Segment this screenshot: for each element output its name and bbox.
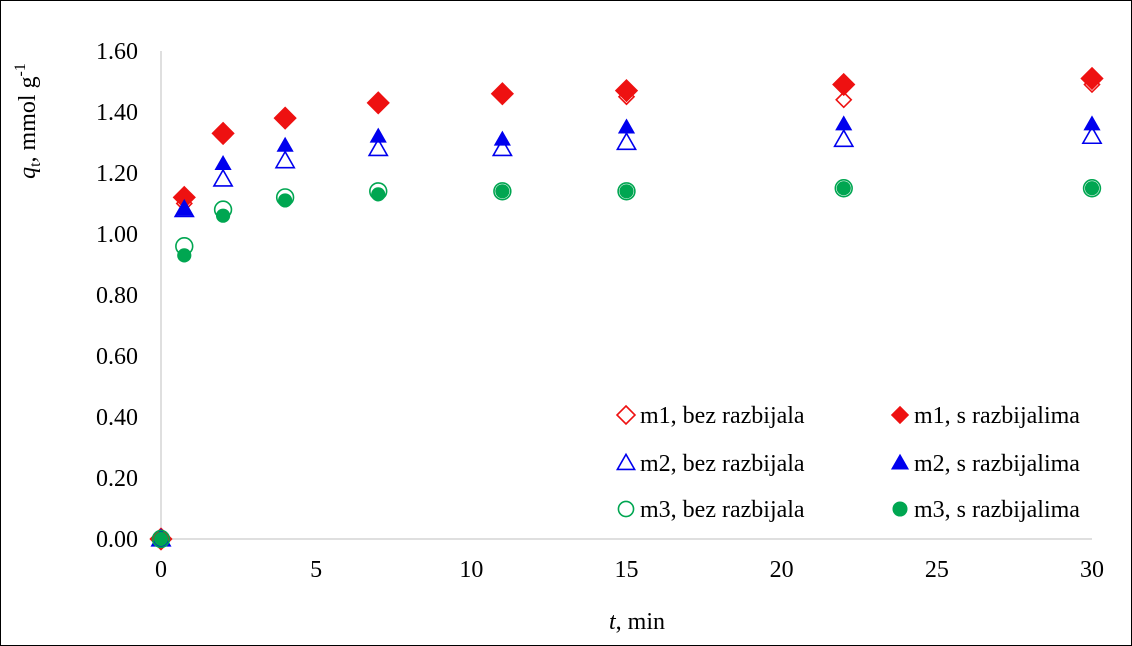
x-tick-label: 0 bbox=[155, 557, 167, 583]
data-point bbox=[617, 182, 636, 201]
data-point bbox=[276, 136, 294, 152]
legend-marker bbox=[890, 453, 910, 470]
data-point bbox=[619, 184, 634, 199]
data-point bbox=[175, 200, 193, 216]
data-point bbox=[366, 91, 390, 115]
legend-marker bbox=[617, 500, 635, 518]
data-point bbox=[278, 193, 293, 208]
y-tick-label: 0.40 bbox=[96, 405, 138, 431]
series-3 bbox=[150, 125, 1103, 547]
data-point bbox=[835, 91, 853, 109]
legend-marker bbox=[890, 405, 910, 425]
data-point bbox=[273, 106, 297, 130]
x-tick-label: 25 bbox=[925, 557, 949, 583]
y-tick-label: 1.20 bbox=[96, 161, 138, 187]
y-tick-label: 0.00 bbox=[96, 527, 138, 553]
data-point bbox=[211, 121, 235, 145]
legend-marker bbox=[892, 501, 908, 517]
data-point bbox=[833, 128, 855, 148]
data-point bbox=[173, 198, 195, 218]
legend-label: m2, bez razbijala bbox=[640, 451, 805, 477]
data-point bbox=[493, 182, 512, 201]
data-point bbox=[212, 168, 234, 187]
data-point bbox=[371, 187, 386, 202]
legend-label: m1, s razbijalima bbox=[914, 403, 1080, 429]
data-point bbox=[1083, 115, 1101, 131]
data-point bbox=[369, 127, 387, 143]
series-2 bbox=[149, 66, 1104, 551]
data-point bbox=[617, 118, 636, 134]
y-tick-label: 0.80 bbox=[96, 283, 138, 309]
y-axis-title: qt, mmol g-1 bbox=[12, 63, 44, 179]
data-point bbox=[1082, 179, 1102, 198]
x-axis-title: t, min bbox=[609, 609, 665, 635]
data-point bbox=[832, 72, 856, 97]
series-5 bbox=[151, 179, 1102, 549]
data-point bbox=[177, 248, 192, 263]
data-point bbox=[493, 130, 511, 146]
data-point bbox=[1080, 66, 1104, 91]
y-tick-label: 0.60 bbox=[96, 344, 138, 370]
data-point bbox=[1081, 125, 1103, 145]
data-point bbox=[1084, 181, 1100, 196]
data-point bbox=[836, 181, 851, 196]
data-point bbox=[614, 79, 639, 103]
x-tick-label: 15 bbox=[615, 557, 639, 583]
y-tick-label: 1.00 bbox=[96, 222, 138, 248]
legend-label: m1, bez razbijala bbox=[640, 403, 805, 429]
y-tick-label: 1.60 bbox=[96, 39, 138, 65]
legend-marker bbox=[615, 404, 637, 426]
y-tick-label: 1.40 bbox=[96, 100, 138, 126]
data-point bbox=[274, 150, 296, 169]
x-tick-label: 5 bbox=[310, 557, 322, 583]
data-point bbox=[495, 184, 510, 199]
legend-label: m3, bez razbijala bbox=[640, 497, 805, 523]
series-6 bbox=[153, 181, 1100, 547]
tick-labels: 0.00 0.20 0.40 0.60 0.80 1.00 1.20 1.40 1.60 0 5 10… bbox=[96, 39, 1104, 583]
legend: m1, bez razbijala m1, s razbijalima m2, be… bbox=[615, 403, 1080, 523]
x-tick-label: 30 bbox=[1080, 557, 1104, 583]
data-point bbox=[491, 137, 513, 157]
legend-label: m3, s razbijalima bbox=[914, 497, 1080, 523]
x-tick-label: 20 bbox=[770, 557, 794, 583]
axes bbox=[160, 51, 1092, 540]
data-point bbox=[215, 208, 231, 223]
y-tick-label: 0.20 bbox=[96, 466, 138, 492]
data-point bbox=[834, 179, 853, 198]
legend-label: m2, s razbijalima bbox=[914, 451, 1080, 477]
data-point bbox=[490, 82, 514, 106]
data-point bbox=[835, 115, 853, 131]
legend-marker bbox=[615, 452, 637, 471]
data-point bbox=[214, 155, 232, 171]
x-tick-label: 10 bbox=[459, 557, 483, 583]
data-point bbox=[367, 137, 389, 157]
data-point bbox=[153, 531, 169, 547]
data-point bbox=[616, 131, 637, 151]
data-point bbox=[151, 529, 171, 549]
data-points bbox=[149, 66, 1104, 551]
series-4 bbox=[152, 115, 1101, 546]
